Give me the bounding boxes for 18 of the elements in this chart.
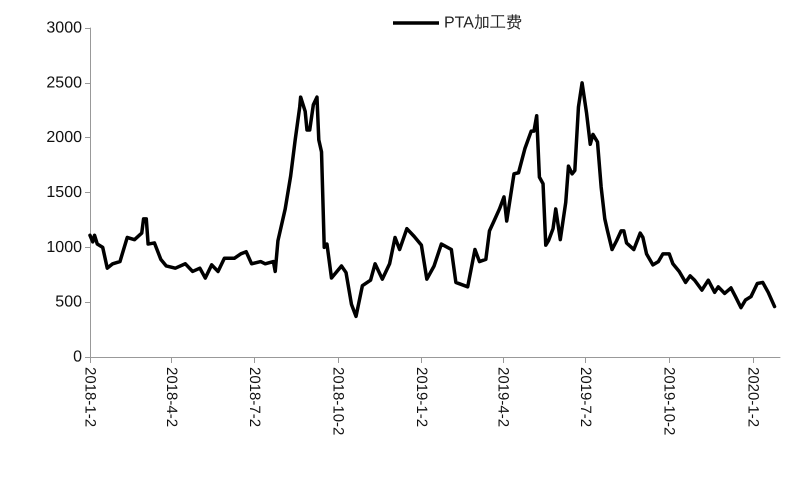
x-tick-label: 2018-7-2: [246, 367, 263, 428]
y-tick-label: 2500: [46, 74, 82, 92]
x-tick-label: 2019-4-2: [494, 367, 512, 428]
x-tick-label: 2018-10-2: [329, 367, 346, 436]
y-tick-label: 1500: [46, 184, 82, 201]
x-tick-label: 2020-1-2: [744, 367, 762, 428]
y-tick-label: 2000: [46, 129, 82, 146]
x-tick-label: 2019-7-2: [577, 367, 594, 428]
x-tick-label: 2019-1-2: [412, 367, 430, 428]
x-tick-label: 2018-4-2: [163, 367, 180, 428]
y-tick-label: 0: [73, 348, 82, 366]
line-series: [88, 81, 776, 318]
legend-label: PTA加工费: [444, 14, 522, 32]
x-tick-label: 2018-1-2: [82, 367, 98, 428]
y-tick-label: 3000: [46, 20, 82, 36]
y-tick-label: 1000: [46, 238, 82, 256]
y-tick-label: 500: [55, 294, 82, 311]
x-tick-label: 2019-10-2: [660, 367, 678, 436]
